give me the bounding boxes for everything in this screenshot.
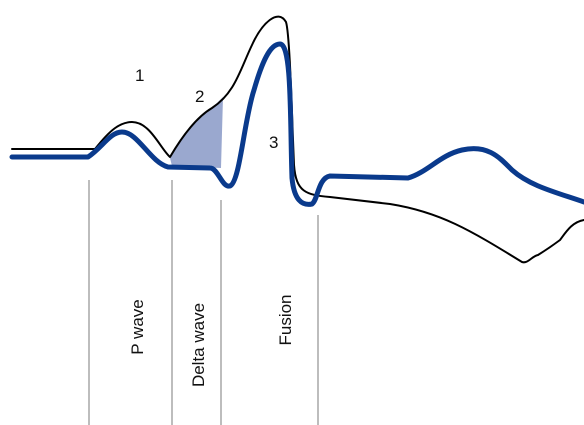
delta-wave-shading bbox=[170, 97, 223, 168]
marker-2: 2 bbox=[195, 87, 204, 106]
segment-label-delta-wave: Delta wave bbox=[189, 303, 208, 387]
thin-trace bbox=[11, 15, 584, 264]
segment-label-fusion: Fusion bbox=[276, 294, 295, 345]
segment-label-p-wave: P wave bbox=[128, 299, 147, 354]
marker-3: 3 bbox=[269, 133, 278, 152]
marker-1: 1 bbox=[135, 66, 144, 85]
thick-trace bbox=[9, 41, 584, 207]
